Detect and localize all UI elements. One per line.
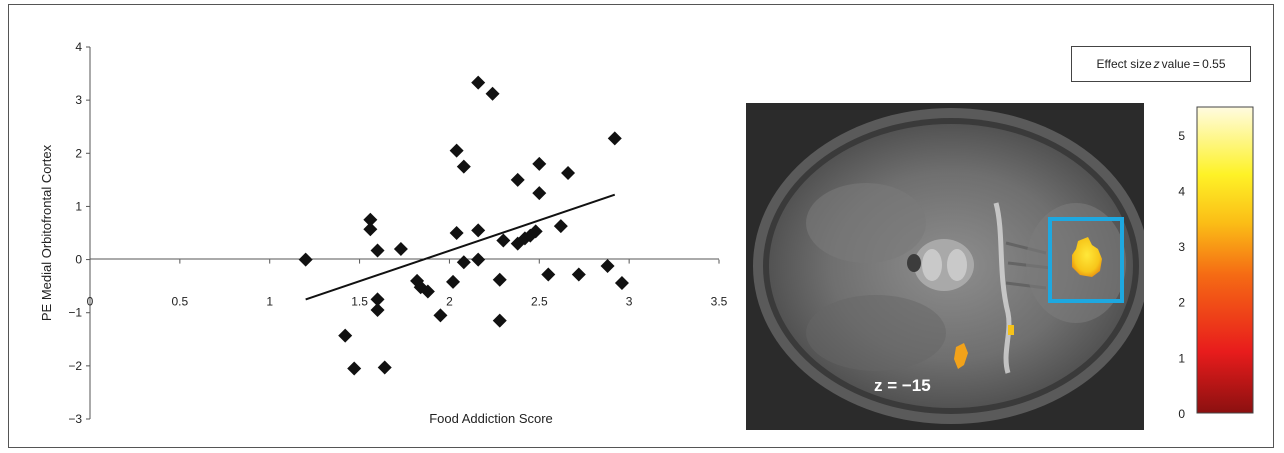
data-point [600, 258, 615, 273]
data-point [370, 303, 385, 318]
data-point [471, 223, 486, 238]
data-point [510, 172, 525, 187]
data-point [393, 241, 408, 256]
y-axis-title: PE Medial Orbitofrontal Cortex [39, 144, 54, 321]
y-tick-label: −3 [68, 412, 82, 426]
data-point [532, 156, 547, 171]
figure-frame: 4 3 2 1 0 −1 −2 −3 0 0.5 1 1.5 2 2.5 3 3.5 Food Addict… [8, 4, 1274, 448]
data-point [420, 284, 435, 299]
data-point [528, 224, 543, 239]
x-ticks: 0 0.5 1 1.5 2 2.5 3 3.5 [87, 259, 728, 309]
effect-size-value: value = 0.55 [1161, 57, 1226, 71]
data-point [532, 186, 547, 201]
data-point [553, 219, 568, 234]
data-point [363, 212, 378, 227]
x-tick-label: 0 [87, 295, 94, 309]
data-point [363, 222, 378, 237]
x-tick-label: 1.5 [351, 295, 368, 309]
y-tick-label: −1 [68, 306, 82, 320]
y-tick-label: 3 [75, 93, 82, 107]
data-point [338, 328, 353, 343]
y-tick-label: 1 [75, 199, 82, 213]
colorbar: 5 4 3 2 1 0 [1178, 106, 1254, 421]
y-tick-label: 2 [75, 146, 82, 160]
effect-size-box: Effect size z value = 0.55 [1071, 46, 1251, 82]
x-tick-label: 2 [446, 295, 453, 309]
roi-highlight-box [1048, 217, 1124, 303]
data-point [449, 226, 464, 240]
colorbar-tick-label: 5 [1178, 129, 1185, 143]
scatter-plot: 4 3 2 1 0 −1 −2 −3 0 0.5 1 1.5 2 2.5 3 3.5 Food Addict… [39, 40, 728, 426]
y-ticks: 4 3 2 1 0 −1 −2 −3 [68, 40, 90, 426]
colorbar-tick-label: 0 [1178, 407, 1185, 421]
data-point [496, 233, 511, 248]
data-point [607, 131, 622, 146]
x-tick-label: 3 [626, 295, 633, 309]
x-axis-title: Food Addiction Score [429, 411, 553, 426]
data-point [561, 165, 576, 180]
data-point [377, 360, 392, 375]
activation-cluster-small [954, 343, 968, 369]
data-point [571, 267, 586, 282]
activation-cluster-tiny [1008, 325, 1014, 335]
colorbar-gradient [1196, 106, 1254, 414]
data-point [471, 75, 486, 90]
y-tick-label: 0 [75, 253, 82, 267]
data-point [446, 274, 461, 289]
brain-slice-image: z = −15 [746, 103, 1144, 430]
data-point [370, 292, 385, 307]
x-tick-label: 3.5 [711, 295, 728, 309]
y-tick-label: −2 [68, 359, 82, 373]
x-tick-label: 0.5 [172, 295, 189, 309]
data-point [456, 159, 471, 174]
colorbar-tick-label: 3 [1178, 240, 1185, 254]
colorbar-ticks: 5 4 3 2 1 0 [1178, 129, 1185, 421]
data-point [298, 252, 313, 267]
data-point [347, 361, 362, 376]
colorbar-tick-label: 2 [1178, 296, 1185, 310]
data-point [492, 313, 507, 328]
data-point [433, 308, 448, 323]
x-tick-label: 1 [266, 295, 273, 309]
activation-cluster-main [1072, 237, 1102, 277]
trendline [305, 193, 616, 301]
effect-size-z: z [1153, 57, 1160, 71]
data-point [456, 255, 471, 270]
data-point [449, 143, 464, 158]
colorbar-tick-label: 1 [1178, 351, 1185, 365]
data-point [485, 86, 500, 101]
data-point [370, 243, 385, 258]
colorbar-tick-label: 4 [1178, 184, 1185, 198]
x-tick-label: 2.5 [531, 295, 548, 309]
data-points [298, 75, 629, 376]
data-point [541, 267, 556, 282]
slice-label: z = −15 [874, 376, 931, 395]
data-point [614, 275, 629, 290]
data-point [471, 252, 486, 267]
effect-size-label: Effect size [1096, 57, 1152, 71]
y-tick-label: 4 [75, 40, 82, 54]
data-point [492, 272, 507, 287]
